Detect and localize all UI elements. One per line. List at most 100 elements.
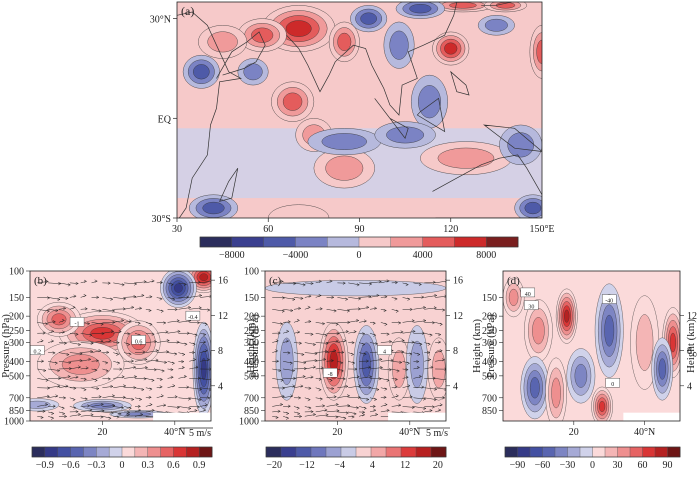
wind-vector <box>272 378 284 381</box>
wind-vector-head <box>384 403 388 407</box>
colorbar-swatch <box>186 446 200 458</box>
wind-vector <box>272 411 281 413</box>
wind-vector-head <box>390 358 394 362</box>
wind-vector <box>91 322 104 325</box>
wind-vector <box>359 296 372 298</box>
wind-vector <box>413 406 426 409</box>
wind-vector-head <box>310 281 314 286</box>
wind-vector-head <box>292 297 296 301</box>
contour-label: -40 <box>605 299 613 305</box>
pressure-tick-label: 700 <box>482 393 497 404</box>
wind-vector <box>391 404 401 407</box>
colorbar-swatch <box>147 446 162 458</box>
wind-vector-head <box>197 376 201 380</box>
wind-vector <box>348 320 359 323</box>
wind-vector-head <box>57 384 61 388</box>
wind-vector <box>304 295 312 298</box>
wind-vector <box>272 322 283 325</box>
wind-vector <box>402 368 409 370</box>
wind-vector <box>178 307 191 310</box>
wind-vector <box>80 367 89 370</box>
contour-label: -1 <box>75 321 80 327</box>
wind-vector-head <box>342 377 346 381</box>
wind-vector-head <box>51 339 54 343</box>
colorbar-swatch <box>121 446 136 458</box>
wind-vector-head <box>163 403 166 407</box>
wind-vector-head <box>280 279 284 284</box>
y-tick-label: EQ <box>158 114 172 125</box>
wind-vector-head <box>423 397 426 401</box>
wind-vector-head <box>148 309 152 313</box>
wind-vector <box>113 331 122 334</box>
colorbar-tick-label: −0.6 <box>62 460 80 471</box>
wind-vector-head <box>108 339 112 343</box>
colorbar-frame <box>199 236 519 248</box>
wind-vector <box>134 414 143 417</box>
wind-vector-head <box>149 322 153 326</box>
height-tick-label: 8 <box>218 346 223 357</box>
wind-vector-head <box>434 387 437 391</box>
height-tick-label: 16 <box>453 276 463 287</box>
anomaly-cell <box>361 351 371 378</box>
colorbar-swatch <box>173 446 187 458</box>
wind-vector <box>391 322 401 324</box>
x-tick-label: 90 <box>355 224 365 235</box>
wind-vector-head <box>151 408 155 412</box>
pressure-tick-label: 400 <box>482 357 497 368</box>
wind-vector-head <box>45 378 49 382</box>
wind-vector <box>80 414 94 417</box>
wind-vector <box>315 322 325 324</box>
wind-vector <box>369 342 378 345</box>
wind-vector-head <box>412 329 416 333</box>
wind-vector-head <box>51 416 54 420</box>
wind-vector-head <box>418 282 422 286</box>
colorbar-tick-label: −4 <box>334 460 345 471</box>
colorbar-tick-label: −60 <box>535 460 551 471</box>
wind-vector-head <box>79 352 83 356</box>
wind-vector-head <box>442 358 445 362</box>
wind-vector-head <box>176 405 180 409</box>
wind-vector <box>402 297 410 300</box>
wind-vector <box>134 367 148 370</box>
height-tick-label: 4 <box>218 381 223 392</box>
wind-vector-head <box>401 339 405 343</box>
panel-d-field: 40 -40 30 0 <box>503 271 680 421</box>
pressure-tick-label: 500 <box>9 371 24 382</box>
wind-vector <box>283 321 291 323</box>
wind-vector-head <box>197 405 200 409</box>
coastline <box>177 11 242 218</box>
wind-vector-head <box>159 385 163 389</box>
wind-vector <box>178 411 190 414</box>
wind-vector-head <box>368 365 371 369</box>
wind-vector <box>200 350 208 353</box>
y-axis-title: Pressure (hPa) <box>0 314 12 378</box>
wind-vector-head <box>368 295 372 299</box>
wind-vector <box>69 342 81 345</box>
wind-vector-head <box>421 385 425 389</box>
wind-vector <box>113 282 125 286</box>
wind-vector <box>283 297 296 300</box>
wind-vector <box>145 296 153 298</box>
wind-vector-head <box>54 361 58 365</box>
wind-vector-head <box>84 307 88 311</box>
wind-vector-head <box>351 352 354 356</box>
wind-vector-head <box>63 306 66 310</box>
wind-vector-head <box>87 404 90 408</box>
terrain-mask <box>153 412 211 421</box>
wind-vector-head <box>96 295 99 299</box>
wind-vector <box>156 368 165 372</box>
wind-vector-head <box>203 408 206 412</box>
wind-vector <box>156 331 169 334</box>
panel-b-field: -1 0.6 0.2 -0.4 <box>30 271 211 421</box>
wind-vector <box>272 368 281 371</box>
wind-vector-head <box>406 361 410 365</box>
panel-label: (c) <box>269 275 282 287</box>
wind-vector-head <box>77 343 81 347</box>
wind-vector-head <box>325 413 329 417</box>
wind-vector-head <box>407 297 411 301</box>
wind-vector-head <box>98 395 102 399</box>
wind-vector-head <box>94 378 98 382</box>
wind-vector <box>145 341 157 343</box>
colorbar-swatch <box>57 446 72 458</box>
